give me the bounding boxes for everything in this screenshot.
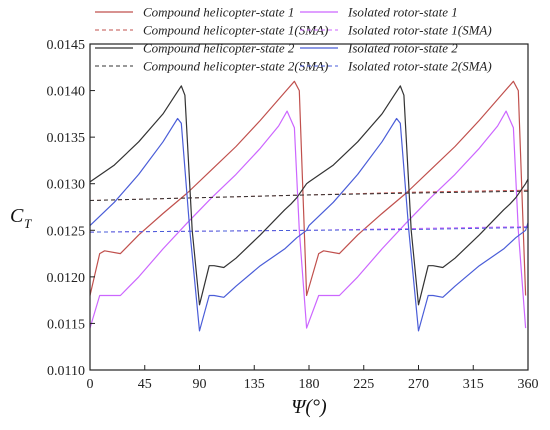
x-tick-label: 270 [408,377,429,392]
y-axis-title-subscript: T [24,216,32,231]
y-tick-label: 0.0115 [47,317,85,332]
x-tick-label: 225 [353,377,374,392]
series-line-5 [89,85,529,306]
x-tick-label: 315 [463,377,484,392]
y-tick-label: 0.0110 [47,364,85,379]
legend-label: Isolated rotor-state 1(SMA) [347,23,492,38]
y-tick-label: 0.0130 [47,178,86,193]
y-axis: 0.0110 0.0115 0.0120 0.0125 0.0130 0.0135 0.01… [47,38,95,379]
series-line-6 [89,117,529,332]
x-tick-label: 135 [244,377,265,392]
y-tick-label: 0.0135 [47,131,86,146]
y-axis-title-main: C [10,205,24,227]
x-tick-label: 360 [518,377,539,392]
x-tick-label: 0 [87,377,94,392]
legend: Compound helicopter-state 1 Isolated roto… [95,5,492,74]
plot-lines [89,80,529,332]
y-tick-label: 0.0125 [47,224,86,239]
legend-label: Isolated rotor-state 2 [347,41,458,56]
y-axis-title: C T [10,205,32,231]
legend-label: Compound helicopter-state 1(SMA) [143,23,328,38]
x-tick-label: 45 [138,377,152,392]
legend-label: Compound helicopter-state 2(SMA) [143,59,328,74]
series-line-1 [89,80,527,297]
series-line-2 [89,110,527,329]
legend-label: Isolated rotor-state 2(SMA) [347,59,492,74]
x-tick-label: 180 [299,377,320,392]
y-tick-label: 0.0140 [47,85,86,100]
series-line-7 [89,190,529,201]
legend-label: Isolated rotor-state 1 [347,5,458,20]
x-axis: 0 45 90 135 180 225 270 315 360 [87,365,539,392]
y-tick-label: 0.0145 [47,38,86,53]
x-tick-label: 90 [193,377,207,392]
series-line-8 [89,227,529,233]
y-tick-label: 0.0120 [47,271,86,286]
legend-label: Compound helicopter-state 1 [143,5,294,20]
x-axis-title: Ψ(°) [291,396,327,418]
legend-label: Compound helicopter-state 2 [143,41,295,56]
